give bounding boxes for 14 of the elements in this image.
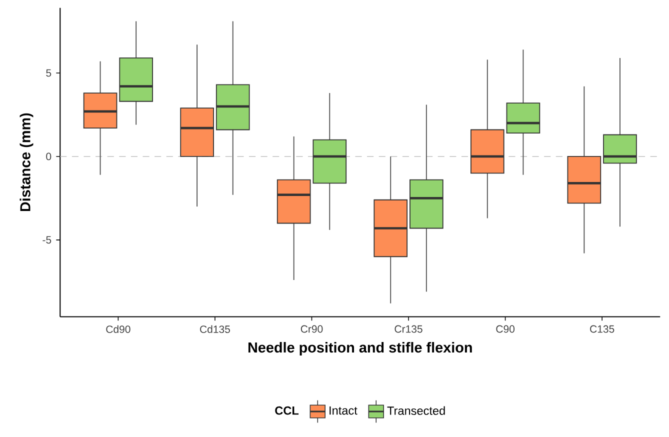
x-tick-label: Cr135 [394,325,422,333]
x-axis-title: Needle position and stifle flexion [248,342,472,356]
y-axis-title: Distance (mm) [20,113,34,212]
y-tick-label: 5 [46,69,52,77]
x-tick-label: C90 [496,325,515,333]
legend-label: Transected [387,406,445,416]
x-tick-label: Cr90 [300,325,323,333]
x-tick-label: Cd90 [106,325,130,334]
y-tick-label: -5 [42,236,52,244]
x-tick-label: C135 [590,325,614,333]
x-tick-label: Cd135 [200,325,230,334]
legend-title: CCL [275,406,299,415]
legend-label: Intact [330,406,358,415]
y-tick-label: 0 [46,152,52,160]
